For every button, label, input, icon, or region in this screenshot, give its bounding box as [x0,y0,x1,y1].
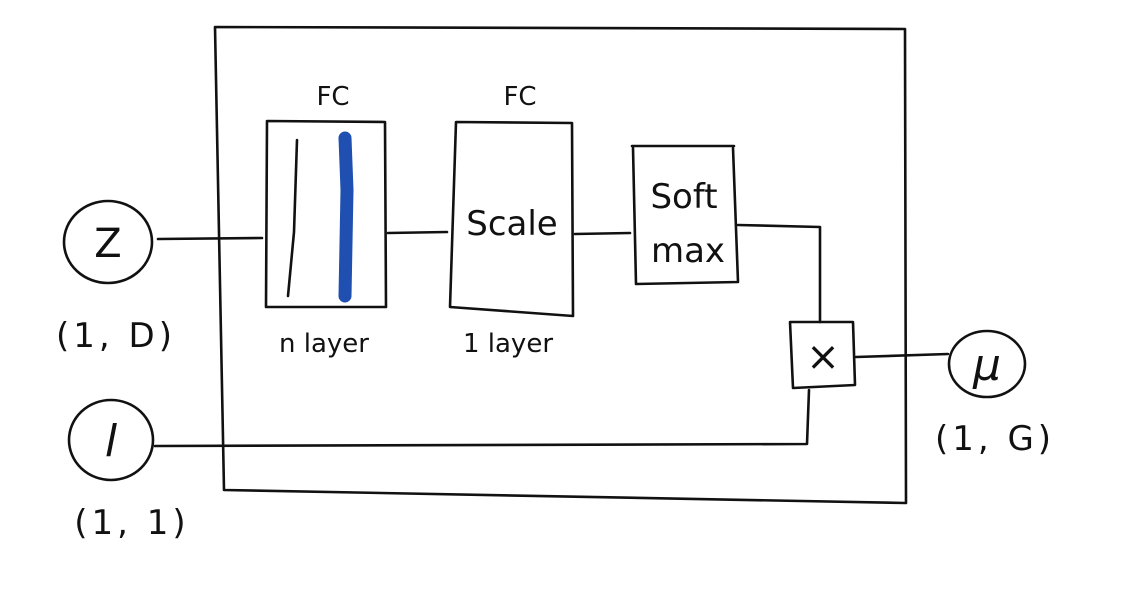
input-l-shape: (1, 1) [74,503,189,543]
connector-multiply-to-mu [854,352,950,359]
fc-block-n-layer: FC n layer [264,82,388,359]
connector-softmax-to-multiply [736,223,822,324]
softmax-line2: max [651,231,725,271]
softmax-box [630,144,740,286]
connector-l-to-multiply [153,388,811,448]
input-z-circle [62,199,154,285]
softmax-block: Soft max [630,144,740,286]
connector-fc2-to-softmax [573,231,632,236]
multiply-symbol: × [806,334,840,380]
connector-z-to-fc1 [156,236,264,241]
fc1-highlight-bar [338,131,354,303]
input-l: l (1, 1) [67,398,189,543]
output-mu: μ (1, G) [935,329,1055,459]
connector-fc1-to-fc2 [386,230,449,235]
fc1-caption: n layer [279,329,369,359]
input-z-symbol: Z [94,221,121,267]
input-z-shape: (1, D) [56,316,176,356]
fc2-body: Scale [466,204,557,244]
softmax-line1: Soft [650,177,717,217]
fc-block-scale: FC Scale 1 layer [448,82,575,359]
multiply-box [788,320,857,390]
fc2-box [448,120,575,318]
fc2-header: FC [503,82,536,112]
input-l-circle [67,398,155,482]
output-mu-shape: (1, G) [935,419,1055,459]
fc1-header: FC [316,82,349,112]
input-z: Z (1, D) [56,199,176,356]
output-mu-symbol: μ [972,340,1001,391]
fc2-caption: 1 layer [463,329,553,359]
input-l-symbol: l [105,416,118,467]
multiply-block: × [788,320,857,390]
fc1-box [264,119,388,309]
fc1-inner-line [286,138,299,298]
module-boundary [213,25,908,505]
output-mu-circle [947,329,1027,399]
